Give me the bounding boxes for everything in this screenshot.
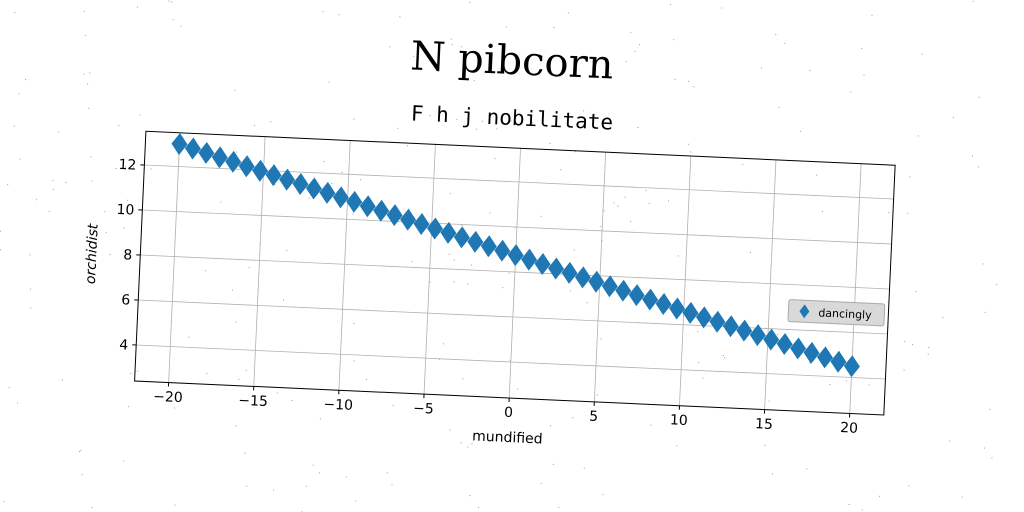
x-tick-label: −20 [153, 389, 183, 406]
ticks: −20 −15 −10 −5 0 5 10 15 20 4 6 8 10 12 [108, 157, 869, 437]
x-gridline [765, 160, 776, 410]
data-point [346, 190, 363, 213]
data-point [817, 346, 834, 369]
data-point [238, 155, 255, 178]
data-point [211, 146, 228, 169]
data-point [534, 253, 551, 276]
x-tick-label: 20 [840, 420, 859, 437]
x-gridline [169, 133, 180, 383]
legend: dancingly [788, 300, 885, 326]
x-gridline [339, 141, 350, 391]
data-point [655, 293, 672, 316]
x-tick-label: 10 [670, 412, 689, 429]
x-tick-label: 15 [755, 416, 774, 433]
data-point [252, 159, 269, 182]
data-point [413, 213, 430, 236]
data-point [642, 288, 659, 311]
data-point [426, 217, 443, 240]
data-point [763, 328, 780, 351]
x-tick-label: −10 [323, 397, 353, 414]
data-point [749, 324, 766, 347]
data-point [292, 173, 309, 196]
plot-group: −20 −15 −10 −5 0 5 10 15 20 4 6 8 10 12 mundified orc… [76, 129, 895, 463]
data-point [305, 177, 322, 200]
data-point [548, 257, 565, 280]
y-tick-label: 8 [123, 247, 133, 263]
y-gridline [138, 300, 887, 334]
data-point [198, 142, 215, 165]
y-axis-label: orchidist [83, 223, 102, 285]
x-tick-label: 5 [589, 409, 599, 425]
x-gridline [424, 144, 435, 394]
data-point [574, 266, 591, 289]
legend-label: dancingly [818, 306, 872, 321]
data-point [453, 226, 470, 249]
data-point [507, 244, 524, 267]
data-point [628, 284, 645, 307]
y-tick-label: 12 [118, 157, 137, 174]
data-point [373, 199, 390, 222]
data-point [225, 150, 242, 173]
data-point [776, 333, 793, 356]
data-point [521, 248, 538, 271]
data-point [709, 310, 726, 333]
x-axis-label: mundified [472, 428, 543, 447]
y-tick-label: 6 [121, 292, 131, 308]
data-point [830, 350, 847, 373]
data-point [561, 262, 578, 285]
data-point [184, 137, 201, 160]
data-point [332, 186, 349, 209]
data-point [682, 302, 699, 325]
data-point [265, 164, 282, 187]
data-points [162, 133, 869, 378]
data-point [440, 222, 457, 245]
data-point [601, 275, 618, 298]
data-point [588, 270, 605, 293]
data-point [669, 297, 686, 320]
data-point [386, 204, 403, 227]
data-point [803, 342, 820, 365]
data-point [400, 208, 417, 231]
y-gridline [142, 210, 891, 244]
y-gridline [136, 345, 885, 379]
data-point [480, 235, 497, 258]
x-gridline [679, 156, 690, 406]
data-point [319, 182, 336, 205]
x-tick-label: −5 [413, 401, 434, 418]
data-point [843, 355, 860, 378]
data-point [359, 195, 376, 218]
x-gridline [509, 148, 520, 398]
x-tick-label: −15 [238, 393, 268, 410]
data-point [790, 337, 807, 360]
data-point [615, 279, 632, 302]
data-point [494, 239, 511, 262]
data-point [171, 133, 188, 156]
data-point [467, 230, 484, 253]
y-tick-label: 10 [116, 202, 135, 219]
data-point [722, 315, 739, 338]
y-tick-label: 4 [119, 337, 129, 353]
x-tick-label: 0 [504, 405, 514, 421]
data-point [736, 319, 753, 342]
